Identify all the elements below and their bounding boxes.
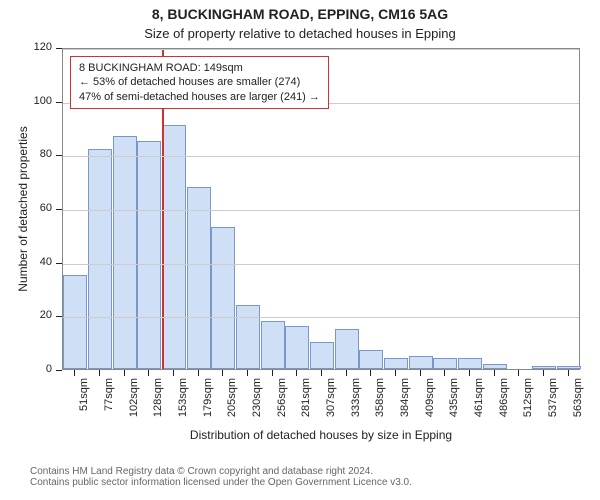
chart-title: 8, BUCKINGHAM ROAD, EPPING, CM16 5AG: [0, 6, 600, 22]
x-tick-label: 333sqm: [350, 378, 362, 428]
x-tick: [74, 370, 75, 376]
x-tick-label: 512sqm: [522, 378, 534, 428]
histogram-bar: [137, 141, 161, 369]
histogram-bar: [359, 350, 383, 369]
annotation-box: 8 BUCKINGHAM ROAD: 149sqm ← 53% of detac…: [70, 56, 329, 109]
x-tick: [444, 370, 445, 376]
x-tick-label: 537sqm: [547, 378, 559, 428]
x-tick: [272, 370, 273, 376]
x-tick: [296, 370, 297, 376]
histogram-bar: [261, 321, 285, 369]
x-tick-label: 205sqm: [226, 378, 238, 428]
x-tick-label: 461sqm: [473, 378, 485, 428]
x-tick-label: 256sqm: [276, 378, 288, 428]
x-tick: [420, 370, 421, 376]
x-tick-label: 384sqm: [399, 378, 411, 428]
x-tick: [346, 370, 347, 376]
grid-line: [63, 317, 579, 318]
x-axis-label: Distribution of detached houses by size …: [62, 428, 580, 442]
y-tick-label: 100: [22, 95, 52, 107]
y-tick-label: 20: [22, 309, 52, 321]
x-tick-label: 435sqm: [448, 378, 460, 428]
y-tick: [56, 48, 62, 49]
x-tick: [395, 370, 396, 376]
x-tick: [518, 370, 519, 376]
x-tick-label: 281sqm: [300, 378, 312, 428]
y-tick-label: 80: [22, 148, 52, 160]
x-tick: [568, 370, 569, 376]
histogram-bar: [211, 227, 235, 369]
x-tick: [198, 370, 199, 376]
x-tick-label: 179sqm: [202, 378, 214, 428]
histogram-bar: [335, 329, 359, 369]
grid-line: [63, 49, 579, 50]
annotation-line-1: 8 BUCKINGHAM ROAD: 149sqm: [79, 61, 320, 75]
chart-subtitle: Size of property relative to detached ho…: [0, 26, 600, 41]
y-tick-label: 0: [22, 363, 52, 375]
y-tick: [56, 102, 62, 103]
histogram-bar: [483, 364, 507, 369]
y-tick: [56, 370, 62, 371]
x-tick: [370, 370, 371, 376]
x-tick: [543, 370, 544, 376]
histogram-bar: [458, 358, 482, 369]
grid-line: [63, 264, 579, 265]
y-tick: [56, 263, 62, 264]
x-tick-label: 51sqm: [78, 378, 90, 428]
y-tick: [56, 316, 62, 317]
histogram-bar: [557, 366, 581, 369]
attribution-line-2: Contains public sector information licen…: [0, 477, 600, 488]
x-tick: [247, 370, 248, 376]
y-tick-label: 60: [22, 202, 52, 214]
y-tick-label: 40: [22, 256, 52, 268]
x-tick: [124, 370, 125, 376]
histogram-bar: [187, 187, 211, 369]
histogram-bar: [162, 125, 186, 369]
histogram-bar: [310, 342, 334, 369]
x-tick: [469, 370, 470, 376]
y-tick: [56, 155, 62, 156]
attribution-line-1: Contains HM Land Registry data © Crown c…: [0, 466, 600, 477]
histogram-bar: [433, 358, 457, 369]
x-tick-label: 153sqm: [177, 378, 189, 428]
y-tick: [56, 209, 62, 210]
grid-line: [63, 210, 579, 211]
x-tick-label: 409sqm: [424, 378, 436, 428]
x-tick-label: 563sqm: [572, 378, 584, 428]
attribution-block: Contains HM Land Registry data © Crown c…: [0, 466, 600, 488]
annotation-line-3: 47% of semi-detached houses are larger (…: [79, 90, 320, 104]
histogram-bar: [532, 366, 556, 369]
x-tick: [222, 370, 223, 376]
x-tick: [99, 370, 100, 376]
histogram-bar: [63, 275, 87, 369]
x-tick: [173, 370, 174, 376]
x-tick-label: 128sqm: [152, 378, 164, 428]
histogram-bar: [384, 358, 408, 369]
property-size-chart: 8, BUCKINGHAM ROAD, EPPING, CM16 5AG Siz…: [0, 0, 600, 500]
x-tick-label: 486sqm: [498, 378, 510, 428]
histogram-bar: [285, 326, 309, 369]
x-tick: [148, 370, 149, 376]
x-tick-label: 102sqm: [128, 378, 140, 428]
y-tick-label: 120: [22, 41, 52, 53]
x-tick-label: 358sqm: [374, 378, 386, 428]
x-tick-label: 307sqm: [325, 378, 337, 428]
grid-line: [63, 156, 579, 157]
x-tick: [494, 370, 495, 376]
x-tick: [321, 370, 322, 376]
histogram-bar: [88, 149, 112, 369]
histogram-bar: [113, 136, 137, 369]
x-tick-label: 77sqm: [103, 378, 115, 428]
histogram-bar: [236, 305, 260, 369]
histogram-bar: [409, 356, 433, 369]
x-tick-label: 230sqm: [251, 378, 263, 428]
annotation-line-2: ← 53% of detached houses are smaller (27…: [79, 75, 320, 89]
